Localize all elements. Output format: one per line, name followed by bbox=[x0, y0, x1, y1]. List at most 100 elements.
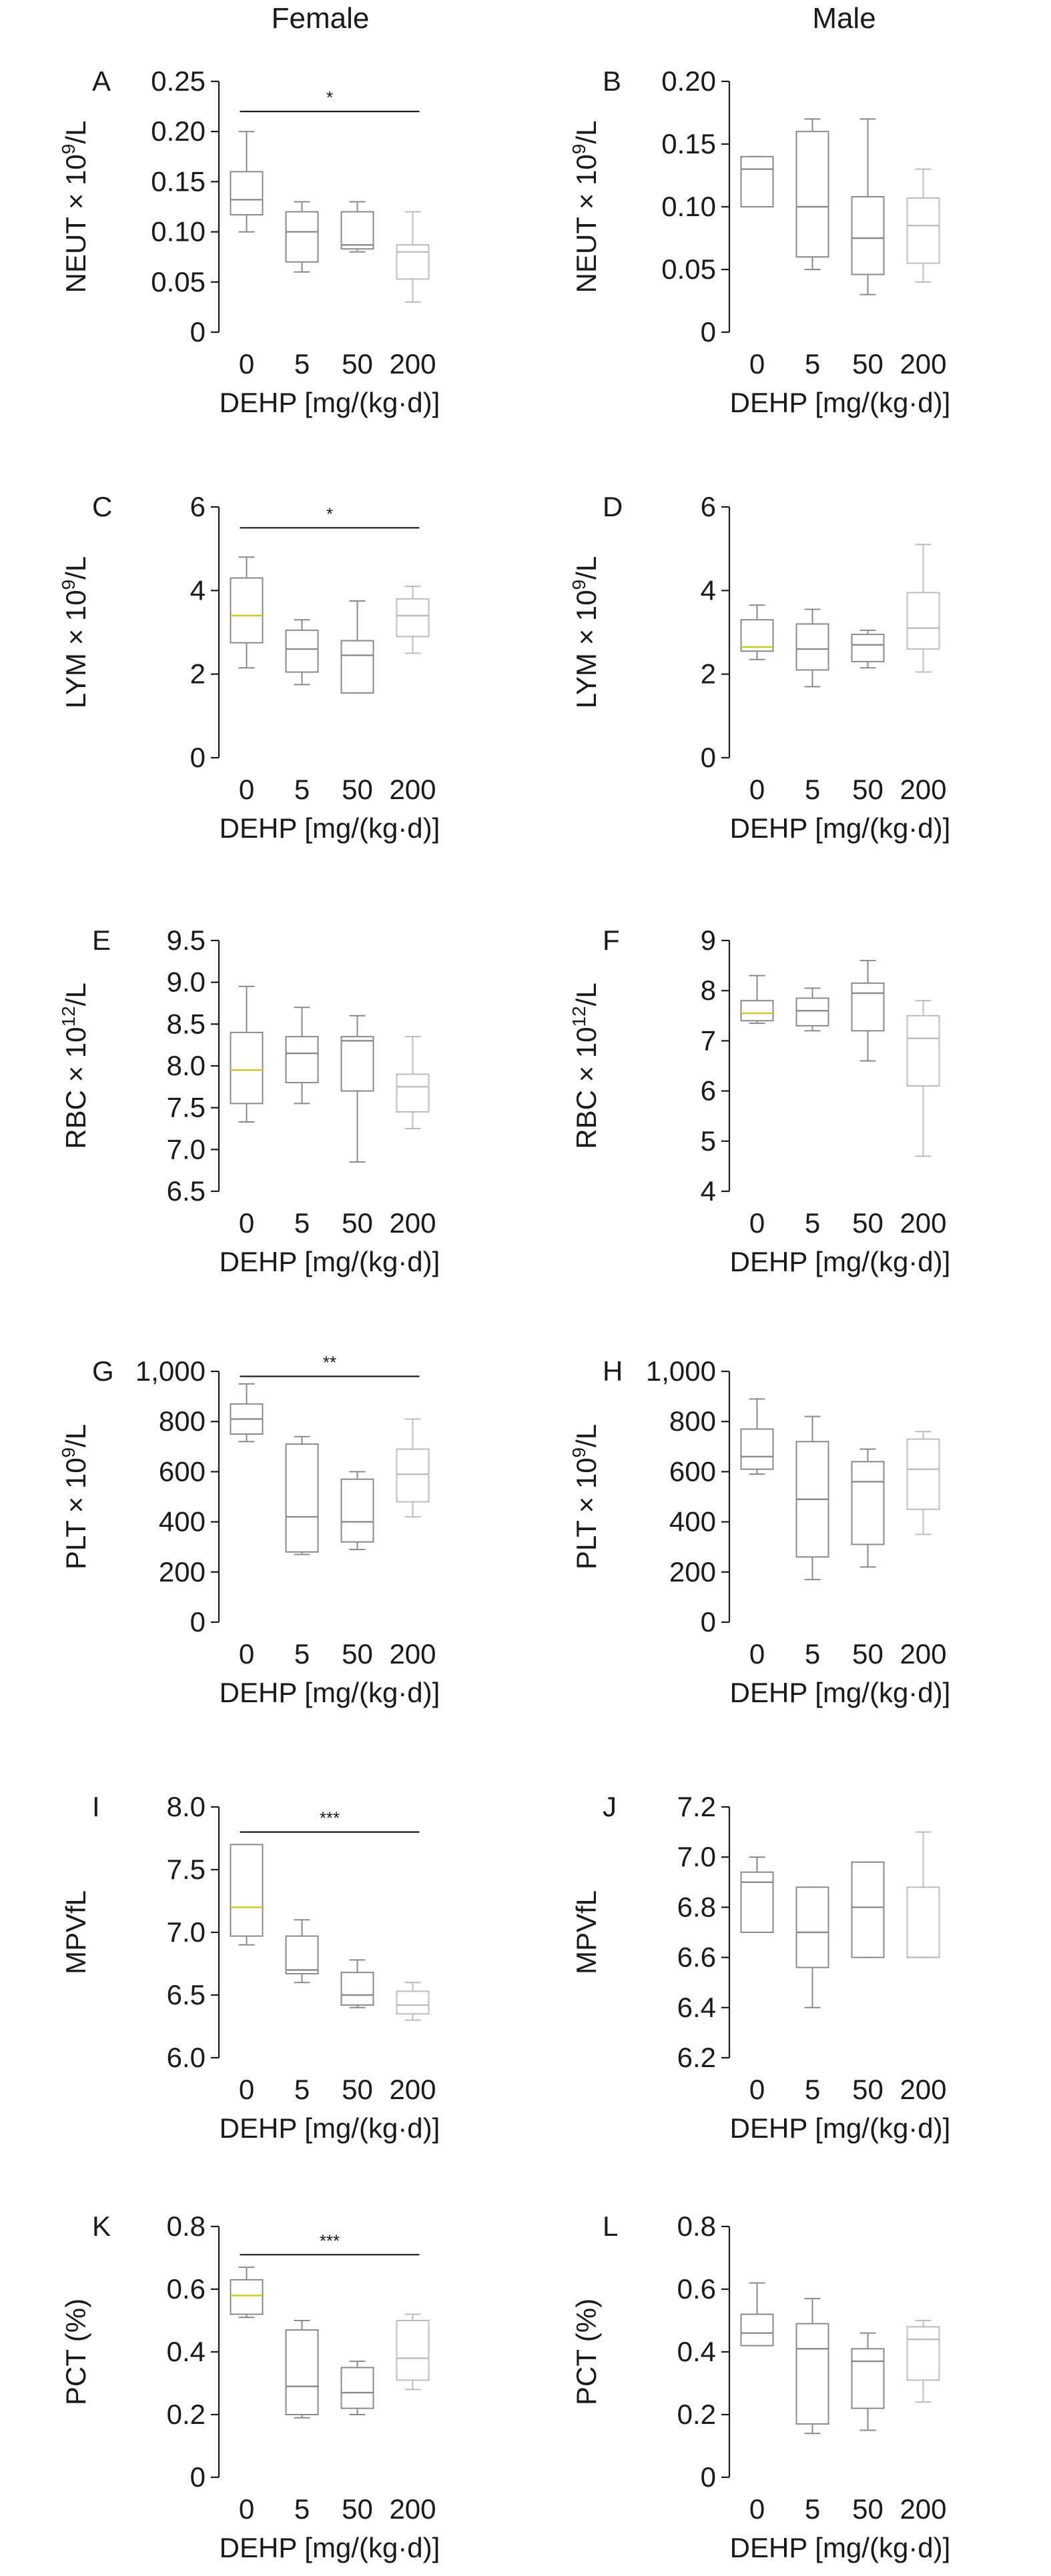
x-tick-label: 50 bbox=[852, 348, 884, 380]
iqr-box bbox=[285, 1935, 319, 1975]
panel-h: H 0 200 400 600 800 1,000 PLT × 109/L 0 5 50 200 DEH… bbox=[569, 1355, 950, 1708]
box-200 bbox=[906, 2320, 940, 2403]
y-tick-label: 6 bbox=[701, 1075, 716, 1107]
y-tick-label: 7 bbox=[701, 1025, 716, 1056]
panel-a: A 0 0.05 0.10 0.15 0.20 0.25 NEUT × 109/L 0 5 50 20… bbox=[58, 65, 440, 418]
y-tick-label: 0 bbox=[701, 316, 716, 348]
y-tick-label: 7.2 bbox=[677, 1791, 716, 1822]
x-tick-label: 5 bbox=[294, 1207, 310, 1239]
iqr-box bbox=[340, 2367, 374, 2409]
box-50 bbox=[851, 1861, 885, 1958]
iqr-box bbox=[906, 2326, 940, 2381]
y-tick-label: 0.2 bbox=[167, 2399, 206, 2430]
iqr-box bbox=[396, 1448, 430, 1503]
panel-label: K bbox=[92, 2210, 111, 2242]
panel-i: I 6.0 6.5 7.0 7.5 8.0 MPVfL 0 5 50 200 DEHP [mg/(kg… bbox=[60, 1791, 440, 2144]
iqr-box bbox=[795, 1886, 829, 1968]
iqr-box bbox=[851, 2348, 885, 2409]
panel-k: K 0 0.2 0.4 0.6 0.8 PCT (%) 0 5 50 200 DEHP [mg/(kg… bbox=[60, 2210, 440, 2563]
iqr-box bbox=[230, 171, 264, 216]
y-tick-label: 0.15 bbox=[661, 128, 716, 159]
iqr-box bbox=[285, 629, 319, 673]
panel-label: G bbox=[92, 1355, 114, 1387]
iqr-box bbox=[340, 1972, 374, 2006]
y-tick-label: 6 bbox=[190, 491, 206, 522]
significance-label: * bbox=[326, 504, 333, 524]
x-tick-label: 50 bbox=[342, 348, 373, 380]
iqr-box bbox=[396, 1073, 430, 1113]
box-50 bbox=[340, 2361, 374, 2415]
box-0 bbox=[230, 1844, 264, 1946]
x-tick-label: 0 bbox=[239, 348, 254, 380]
x-tick-label: 50 bbox=[852, 1638, 884, 1670]
x-tick-label: 5 bbox=[805, 348, 820, 380]
iqr-box bbox=[396, 598, 430, 638]
box-200 bbox=[906, 168, 940, 283]
x-axis-label: DEHP [mg/(kg·d)] bbox=[730, 1246, 951, 1277]
box-200 bbox=[396, 2313, 430, 2391]
box-0 bbox=[230, 556, 264, 669]
iqr-box bbox=[230, 577, 264, 644]
panel-b: B 0 0.05 0.10 0.15 0.20 NEUT × 109/L 0 5 50 200 DEH… bbox=[569, 65, 950, 418]
box-200 bbox=[396, 1036, 430, 1129]
x-tick-label: 5 bbox=[805, 1638, 820, 1670]
y-tick-label: 4 bbox=[701, 1175, 716, 1207]
panel-g: G 0 200 400 600 800 1,000 PLT × 109/L 0 5 50 200 DEH… bbox=[58, 1353, 440, 1708]
x-tick-label: 0 bbox=[239, 2493, 254, 2525]
panel-c: C 0 2 4 6 LYM × 109/L 0 5 50 200 DEHP [mg/(kg·d)] * bbox=[58, 491, 440, 844]
y-tick-label: 600 bbox=[669, 1455, 716, 1487]
x-tick-label: 0 bbox=[749, 774, 765, 805]
panel-label: I bbox=[92, 1791, 100, 1822]
y-tick-label: 800 bbox=[669, 1405, 716, 1437]
iqr-box bbox=[740, 619, 774, 652]
y-tick-label: 0.05 bbox=[661, 253, 716, 285]
box-200 bbox=[906, 1000, 940, 1157]
iqr-box bbox=[906, 592, 940, 650]
panel-f: F 4 5 6 7 8 9 RBC × 1012/L 0 5 50 200 DEHP [mg/(kg·d… bbox=[569, 924, 950, 1277]
iqr-box bbox=[906, 1438, 940, 1510]
box-50 bbox=[340, 1015, 374, 1163]
x-tick-label: 50 bbox=[852, 2074, 884, 2105]
box-0 bbox=[230, 1383, 264, 1443]
x-tick-label: 0 bbox=[239, 1207, 254, 1239]
significance-label: ** bbox=[323, 1353, 336, 1373]
x-axis-label: DEHP [mg/(kg·d)] bbox=[730, 2112, 951, 2144]
x-axis-label: DEHP [mg/(kg·d)] bbox=[730, 387, 951, 418]
y-tick-label: 0.2 bbox=[677, 2399, 716, 2430]
box-5 bbox=[285, 1007, 319, 1105]
x-tick-label: 200 bbox=[389, 2493, 436, 2525]
box-50 bbox=[851, 2332, 885, 2431]
y-axis-label: PLT × 109/L bbox=[569, 1424, 602, 1569]
x-tick-label: 5 bbox=[294, 2493, 310, 2525]
box-0 bbox=[740, 604, 774, 660]
panel-label: F bbox=[603, 924, 620, 956]
x-tick-label: 0 bbox=[749, 2074, 765, 2105]
box-5 bbox=[795, 1886, 829, 2008]
iqr-box bbox=[285, 1443, 319, 1553]
significance-label: *** bbox=[320, 1808, 340, 1828]
y-tick-label: 6.5 bbox=[167, 1979, 206, 2010]
iqr-box bbox=[340, 1478, 374, 1543]
panel-label: L bbox=[603, 2210, 618, 2242]
y-axis-label: RBC × 1012/L bbox=[58, 983, 91, 1149]
x-tick-label: 5 bbox=[805, 2074, 820, 2105]
x-tick-label: 0 bbox=[749, 1638, 765, 1670]
y-tick-label: 0.10 bbox=[661, 191, 716, 222]
x-tick-label: 5 bbox=[805, 2493, 820, 2525]
box-5 bbox=[285, 2320, 319, 2419]
iqr-box bbox=[285, 211, 319, 263]
y-tick-label: 0 bbox=[701, 1606, 716, 1638]
y-tick-label: 7.0 bbox=[167, 1133, 206, 1165]
x-tick-label: 200 bbox=[900, 348, 946, 380]
x-tick-label: 200 bbox=[900, 1207, 946, 1239]
y-tick-label: 8.5 bbox=[167, 1008, 206, 1039]
iqr-box bbox=[396, 2320, 430, 2381]
iqr-box bbox=[230, 2279, 264, 2315]
y-tick-label: 6.8 bbox=[677, 1891, 716, 1922]
iqr-box bbox=[795, 2323, 829, 2425]
x-tick-label: 200 bbox=[900, 2074, 946, 2105]
iqr-box bbox=[906, 1886, 940, 1958]
y-tick-label: 0.25 bbox=[151, 65, 206, 97]
box-200 bbox=[906, 544, 940, 673]
